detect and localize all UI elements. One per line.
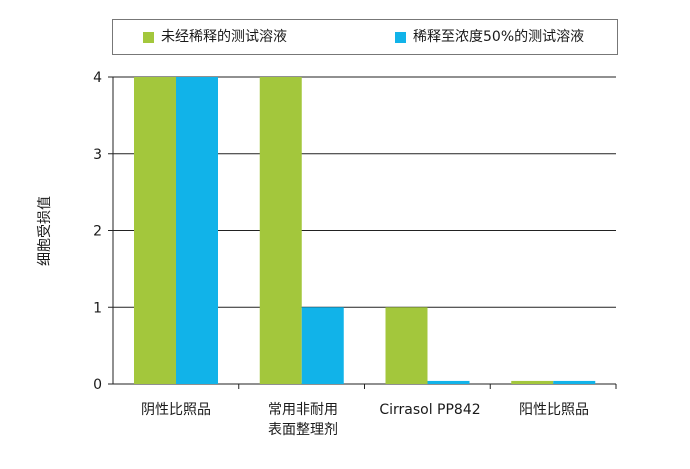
bar-1-4 (511, 380, 554, 384)
y-tick-label: 3 (93, 147, 102, 163)
bar-1-1 (134, 77, 176, 384)
y-axis-label: 细胞受损值 (37, 196, 53, 266)
bar-2-4 (553, 380, 596, 384)
y-tick-label: 4 (93, 70, 102, 86)
y-tick-label: 1 (93, 300, 102, 316)
bar-2-1 (176, 77, 218, 384)
x-tick-label-common-finish: 常用非耐用表面整理剂 (268, 402, 338, 438)
legend-label-series-2: 稀释至浓度50%的测试溶液 (413, 29, 585, 45)
y-tick-label: 0 (93, 377, 102, 393)
legend-swatch-series-2 (395, 31, 406, 43)
legend-item-series-1: 未经稀释的测试溶液 (143, 29, 287, 45)
x-tick-label-negative-control: 阴性比照品 (141, 402, 211, 418)
legend-item-series-2: 稀释至浓度50%的测试溶液 (395, 29, 584, 45)
x-tick-label-cirrasol: Cirrasol PP842 (379, 402, 481, 418)
bar-2-3 (427, 380, 470, 384)
bar-1-3 (385, 307, 428, 384)
y-tick-label: 2 (93, 224, 102, 240)
bar-2-2 (301, 307, 344, 384)
x-tick-label-positive-control: 阳性比照品 (519, 402, 589, 418)
bar-1-2 (259, 77, 302, 384)
legend: 未经稀释的测试溶液 稀释至浓度50%的测试溶液 (112, 19, 618, 55)
legend-label-series-1: 未经稀释的测试溶液 (161, 29, 287, 45)
legend-swatch-series-1 (143, 31, 154, 43)
